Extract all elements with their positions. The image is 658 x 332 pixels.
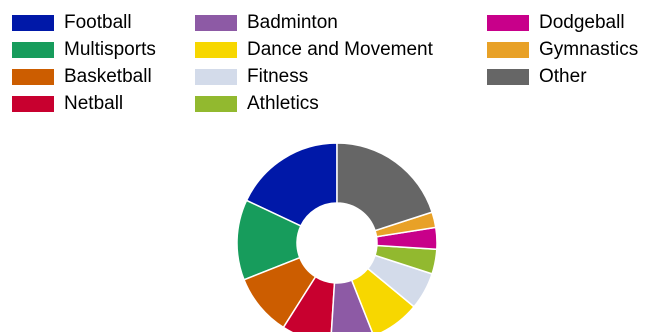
slice-other — [336, 142, 434, 232]
legend-item-athletics: Athletics — [195, 93, 319, 115]
legend-item-gymnastics: Gymnastics — [487, 39, 638, 61]
legend-label: Badminton — [247, 12, 338, 33]
legend-swatch — [12, 42, 54, 58]
legend-item-dance-and-movement: Dance and Movement — [195, 39, 433, 61]
legend-label: Athletics — [247, 93, 319, 114]
legend-label: Dance and Movement — [247, 39, 433, 60]
legend-label: Netball — [64, 93, 124, 114]
legend-swatch — [195, 15, 237, 31]
legend-item-football: Football — [12, 12, 132, 34]
legend-label: Other — [539, 66, 587, 87]
legend-swatch — [195, 69, 237, 85]
chart-legend: Football Multisports Basketball Netball Badm… — [0, 0, 658, 120]
legend-swatch — [12, 15, 54, 31]
legend-swatch — [487, 42, 529, 58]
slice-badminton — [330, 279, 374, 332]
legend-label: Multisports — [64, 39, 156, 60]
slice-football — [245, 142, 338, 227]
legend-swatch — [12, 96, 54, 112]
legend-label: Dodgeball — [539, 12, 625, 33]
legend-item-basketball: Basketball — [12, 66, 152, 88]
legend-item-badminton: Badminton — [195, 12, 338, 34]
legend-swatch — [195, 42, 237, 58]
legend-item-netball: Netball — [12, 93, 123, 115]
legend-label: Football — [64, 12, 132, 33]
legend-swatch — [487, 69, 529, 85]
slice-netball — [282, 275, 336, 332]
legend-label: Fitness — [247, 66, 309, 87]
legend-item-multisports: Multisports — [12, 39, 156, 61]
legend-swatch — [195, 96, 237, 112]
legend-swatch — [12, 69, 54, 85]
legend-label: Gymnastics — [539, 39, 639, 60]
legend-item-dodgeball: Dodgeball — [487, 12, 625, 34]
legend-item-fitness: Fitness — [195, 66, 308, 88]
legend-label: Basketball — [64, 66, 152, 87]
legend-swatch — [487, 15, 529, 31]
legend-item-other: Other — [487, 66, 587, 88]
